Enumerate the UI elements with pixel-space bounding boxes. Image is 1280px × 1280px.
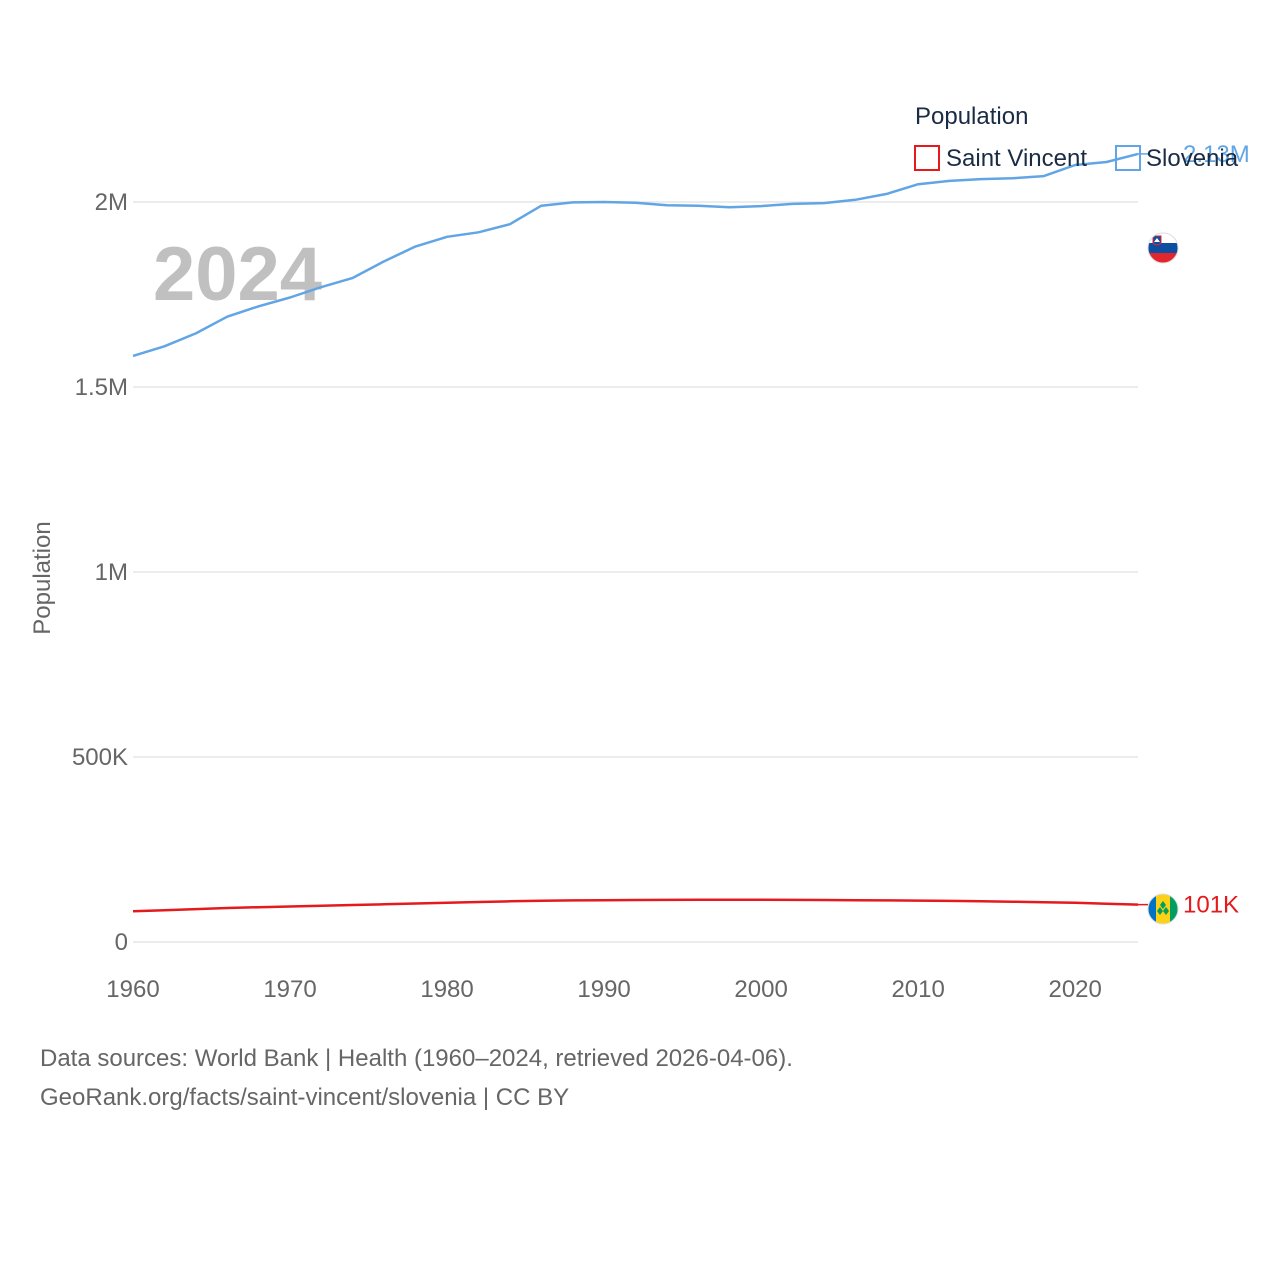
- y-tick-label: 1.5M: [75, 374, 128, 401]
- credit-note[interactable]: GeoRank.org/facts/saint-vincent/slovenia…: [40, 1084, 570, 1111]
- y-tick-label: 0: [115, 929, 128, 956]
- series-line-slovenia[interactable]: [132, 152, 1139, 358]
- legend-item-saint-vincent[interactable]: Saint Vincent: [914, 145, 1087, 172]
- y-tick-label: 1M: [95, 559, 128, 586]
- series-lines: [132, 152, 1139, 913]
- legend-item-slovenia[interactable]: Slovenia: [1115, 145, 1239, 172]
- x-tick-label: 1990: [577, 976, 630, 1003]
- end-value-label: 2.13M: [1183, 141, 1250, 168]
- series-line-saint-vincent[interactable]: [132, 898, 1139, 913]
- x-tick-label: 2010: [891, 976, 944, 1003]
- legend-swatch-saint-vincent: [914, 145, 940, 171]
- data-sources-note: Data sources: World Bank | Health (1960–…: [40, 1045, 793, 1072]
- y-axis-ticks: 0 500K 1M 1.5M 2M: [72, 189, 128, 956]
- y-axis-title: Population: [29, 521, 56, 634]
- legend-swatch-slovenia: [1115, 145, 1141, 171]
- series-end-markers: 101K 2.13M: [1138, 141, 1250, 919]
- legend-title: Population: [915, 103, 1028, 130]
- end-value-label: 101K: [1183, 892, 1239, 919]
- current-year-label: 2024: [153, 232, 322, 317]
- x-tick-label: 2020: [1048, 976, 1101, 1003]
- y-tick-label: 500K: [72, 744, 128, 771]
- saint-vincent-flag-icon: [1148, 894, 1178, 924]
- x-tick-label: 1960: [106, 976, 159, 1003]
- x-tick-label: 1970: [263, 976, 316, 1003]
- x-tick-label: 1980: [420, 976, 473, 1003]
- saint-vincent-flag-border: [1147, 893, 1179, 925]
- legend-label-saint-vincent: Saint Vincent: [946, 145, 1087, 172]
- legend[interactable]: Population Saint Vincent Slovenia: [914, 103, 1239, 172]
- y-tick-label: 2M: [95, 189, 128, 216]
- slovenia-flag-border: [1147, 232, 1179, 264]
- slovenia-flag-icon: [1148, 233, 1178, 263]
- x-tick-label: 2000: [734, 976, 787, 1003]
- x-axis-ticks: 1960 1970 1980 1990 2000 2010 2020: [106, 976, 1102, 1003]
- legend-label-slovenia: Slovenia: [1146, 145, 1239, 172]
